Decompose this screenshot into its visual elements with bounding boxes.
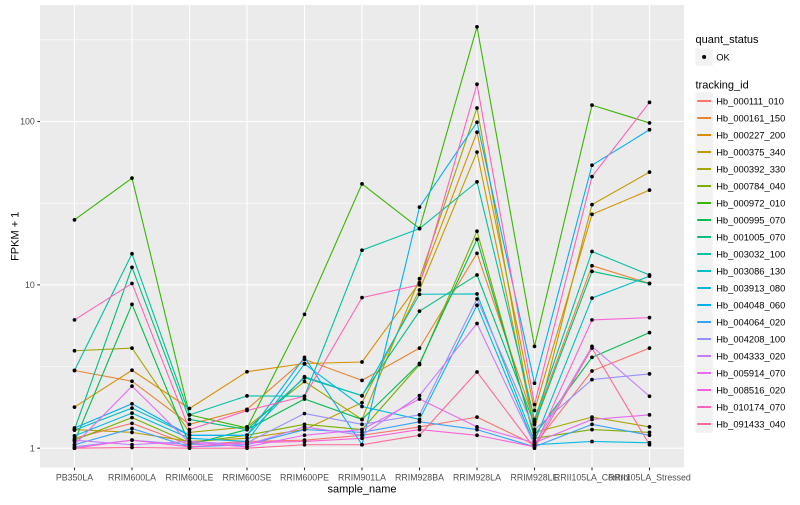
svg-text:RRIM901LA: RRIM901LA	[338, 472, 386, 482]
svg-text:tracking_id: tracking_id	[696, 80, 749, 92]
svg-text:Hb_000972_010: Hb_000972_010	[716, 198, 785, 208]
svg-text:RRII105LA_Control: RRII105LA_Control	[554, 472, 630, 482]
svg-text:RRIM600SE: RRIM600SE	[223, 472, 272, 482]
svg-text:FPKM + 1: FPKM + 1	[10, 212, 22, 261]
svg-text:Hb_004064_020: Hb_004064_020	[716, 317, 785, 327]
svg-text:Hb_000161_150: Hb_000161_150	[716, 113, 785, 123]
svg-text:Hb_000375_340: Hb_000375_340	[716, 147, 785, 157]
svg-text:OK: OK	[716, 52, 730, 62]
svg-text:RRIM928LA: RRIM928LA	[453, 472, 501, 482]
svg-text:RRII105LA_Stressed: RRII105LA_Stressed	[608, 472, 691, 482]
svg-text:RRIM600PE: RRIM600PE	[280, 472, 329, 482]
svg-text:RRIM600LA: RRIM600LA	[108, 472, 156, 482]
svg-text:Hb_000995_070: Hb_000995_070	[716, 215, 785, 225]
svg-text:Hb_010174_070: Hb_010174_070	[716, 402, 785, 412]
svg-text:Hb_003086_130: Hb_003086_130	[716, 266, 785, 276]
svg-text:10: 10	[25, 280, 35, 290]
svg-text:Hb_091433_040: Hb_091433_040	[716, 419, 785, 429]
svg-text:Hb_000227_200: Hb_000227_200	[716, 130, 785, 140]
svg-text:Hb_003032_100: Hb_003032_100	[716, 249, 785, 259]
svg-text:Hb_004208_100: Hb_004208_100	[716, 334, 785, 344]
svg-text:Hb_001005_070: Hb_001005_070	[716, 232, 785, 242]
svg-text:1: 1	[30, 443, 35, 453]
svg-text:Hb_008516_020: Hb_008516_020	[716, 385, 785, 395]
svg-text:Hb_004048_060: Hb_004048_060	[716, 300, 785, 310]
svg-text:100: 100	[20, 117, 35, 127]
svg-text:Hb_000111_010: Hb_000111_010	[716, 96, 784, 106]
svg-text:RRIM928BA: RRIM928BA	[395, 472, 444, 482]
svg-text:Hb_000784_040: Hb_000784_040	[716, 181, 785, 191]
svg-text:RRIM928LE: RRIM928LE	[511, 472, 559, 482]
svg-text:Hb_003913_080: Hb_003913_080	[716, 283, 785, 293]
svg-text:quant_status: quant_status	[696, 34, 759, 46]
svg-text:Hb_005914_070: Hb_005914_070	[716, 368, 785, 378]
svg-text:sample_name: sample_name	[327, 484, 396, 496]
svg-text:PB350LA: PB350LA	[56, 472, 93, 482]
svg-text:Hb_000392_330: Hb_000392_330	[716, 164, 785, 174]
svg-text:Hb_004333_020: Hb_004333_020	[716, 351, 785, 361]
svg-text:RRIM600LE: RRIM600LE	[166, 472, 214, 482]
